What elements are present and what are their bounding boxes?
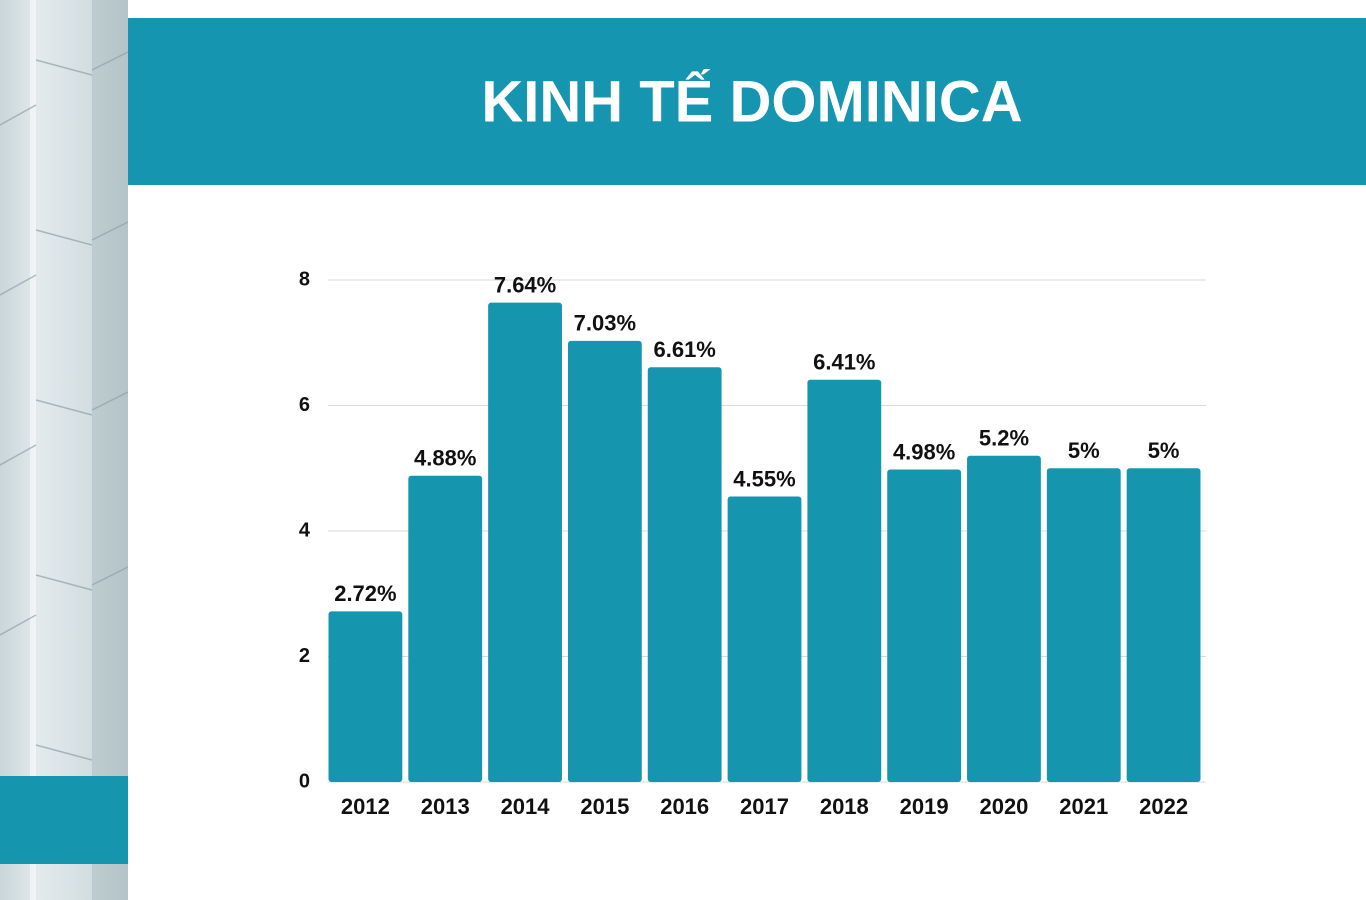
bar: [887, 469, 962, 782]
x-tick-label: 2016: [660, 794, 709, 819]
y-tick-label: 2: [299, 645, 310, 667]
bar: [408, 475, 483, 782]
value-label: 2.72%: [334, 581, 396, 606]
x-tick-label: 2022: [1139, 794, 1188, 819]
bar: [488, 302, 562, 782]
bar: [328, 611, 403, 782]
bar: [1126, 468, 1201, 782]
bar: [647, 367, 722, 782]
x-tick-label: 2015: [580, 794, 629, 819]
x-tick-label: 2017: [740, 794, 789, 819]
value-label: 6.41%: [813, 350, 875, 375]
x-tick-label: 2021: [1059, 794, 1108, 819]
value-label: 5.2%: [979, 426, 1029, 451]
value-label: 7.64%: [494, 272, 556, 297]
bar: [727, 496, 802, 782]
x-tick-label: 2014: [501, 794, 551, 819]
y-tick-label: 4: [299, 519, 311, 541]
value-label: 4.88%: [414, 446, 476, 471]
y-tick-label: 6: [299, 394, 310, 416]
bar: [1046, 468, 1121, 782]
x-tick-label: 2020: [979, 794, 1028, 819]
x-tick-label: 2013: [421, 794, 470, 819]
value-label: 5%: [1068, 438, 1100, 463]
value-label: 5%: [1148, 438, 1180, 463]
x-tick-label: 2012: [341, 794, 390, 819]
value-label: 4.55%: [733, 466, 795, 491]
value-label: 6.61%: [653, 337, 715, 362]
x-tick-label: 2018: [820, 794, 869, 819]
y-tick-label: 8: [299, 268, 310, 290]
bar: [567, 340, 642, 782]
side-decoration: [0, 0, 129, 900]
x-tick-label: 2019: [900, 794, 949, 819]
bar: [807, 379, 882, 782]
value-label: 4.98%: [893, 439, 955, 464]
value-label: 7.03%: [574, 311, 636, 336]
bar: [967, 455, 1041, 782]
y-tick-label: 0: [299, 770, 310, 792]
chart-title: KINH TẾ DOMINICA: [481, 69, 1022, 134]
header-banner: [128, 18, 1366, 185]
